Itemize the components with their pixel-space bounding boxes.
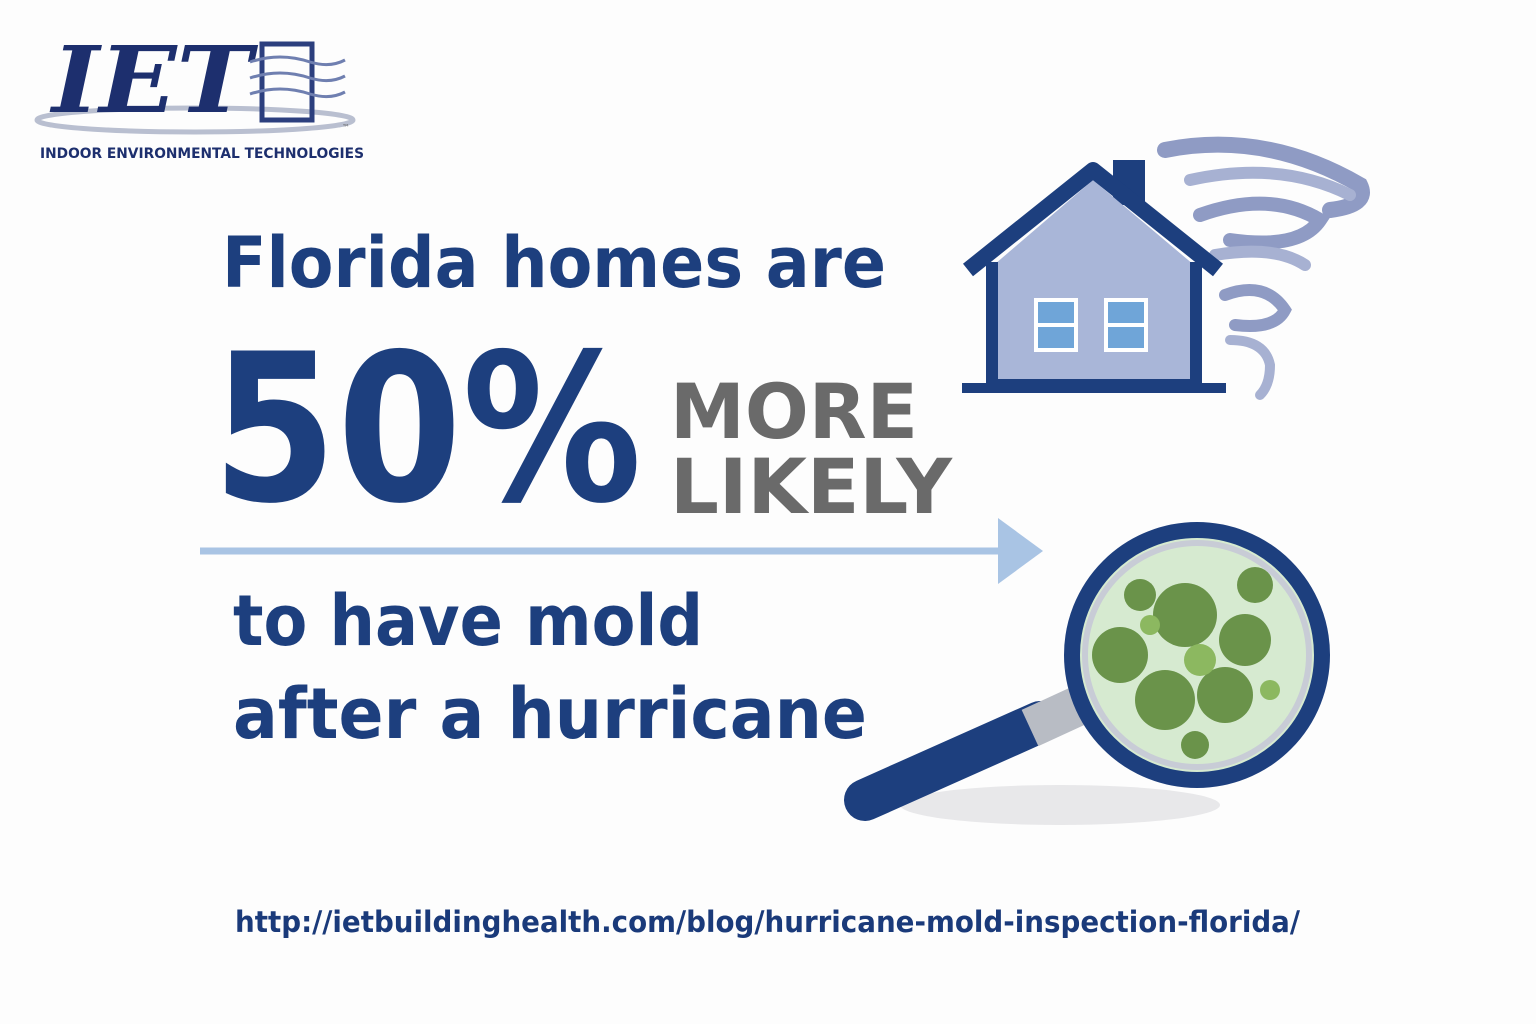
tornado-icon <box>1157 136 1370 400</box>
logo-mark: IET <box>49 26 259 134</box>
headline-emphasis: MORE <box>670 367 918 456</box>
headline-line: Florida homes are <box>222 222 886 304</box>
headline-stat: 50% <box>212 311 642 549</box>
magnifier-icon <box>844 522 1330 825</box>
logo-trademark: ™ <box>342 123 350 132</box>
arrow-head <box>998 518 1043 584</box>
logo-waves <box>249 55 346 99</box>
arrow <box>200 518 1043 584</box>
source-url: http://ietbuildinghealth.com/blog/hurric… <box>235 905 1300 939</box>
house-icon <box>962 160 1226 393</box>
headline-emphasis: LIKELY <box>670 442 953 531</box>
headline-line: to have mold <box>233 580 703 662</box>
logo-window <box>259 41 315 123</box>
logo-swoosh <box>34 105 356 135</box>
logo: IET ™ INDOOR ENVIRONMENTAL TECHNOLOGIES <box>34 26 364 162</box>
company-name: INDOOR ENVIRONMENTAL TECHNOLOGIES <box>40 146 364 162</box>
headline-line: after a hurricane <box>233 673 867 755</box>
